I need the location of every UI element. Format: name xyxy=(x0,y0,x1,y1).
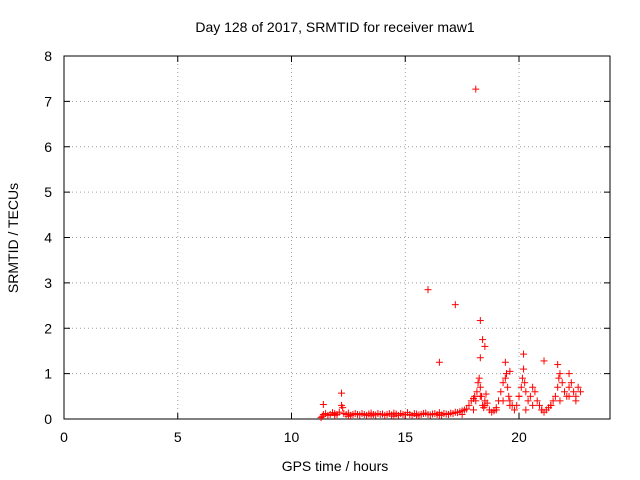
data-point xyxy=(463,405,471,413)
data-point xyxy=(476,383,484,391)
data-point xyxy=(499,379,507,387)
data-point xyxy=(533,397,541,405)
data-point xyxy=(518,374,526,382)
y-tick-label: 6 xyxy=(44,139,52,155)
data-point xyxy=(556,397,564,405)
data-point xyxy=(505,392,513,400)
data-point xyxy=(451,301,459,309)
y-tick-label: 1 xyxy=(44,366,52,382)
data-point xyxy=(474,379,482,387)
grid xyxy=(64,56,610,419)
data-points xyxy=(317,85,584,422)
data-point xyxy=(424,286,432,294)
data-point xyxy=(458,410,466,418)
data-point xyxy=(470,406,477,414)
data-point xyxy=(501,374,509,382)
y-tick-label: 3 xyxy=(44,275,52,291)
data-point xyxy=(319,400,327,408)
data-point xyxy=(338,389,346,397)
data-point xyxy=(335,408,343,416)
y-axis-label: SRMTID / TECUs xyxy=(5,183,21,293)
data-point xyxy=(558,379,566,387)
data-point xyxy=(524,397,532,405)
x-axis-label: GPS time / hours xyxy=(282,458,389,474)
data-point xyxy=(517,383,525,391)
data-point xyxy=(413,412,421,420)
y-tick-label: 5 xyxy=(44,184,52,200)
data-point xyxy=(522,406,530,414)
x-tick-label: 10 xyxy=(284,429,300,445)
tick-labels: 0 5 10 15 20 0 1 2 3 4 5 6 7 8 xyxy=(44,48,527,445)
data-point xyxy=(339,404,347,412)
data-point xyxy=(531,388,539,396)
data-point xyxy=(521,379,529,387)
data-point xyxy=(481,401,489,409)
data-point xyxy=(565,383,573,391)
y-tick-label: 7 xyxy=(44,93,52,109)
data-point xyxy=(506,367,514,375)
data-point xyxy=(522,388,530,396)
data-point xyxy=(567,379,575,387)
data-point xyxy=(561,388,568,396)
data-point xyxy=(479,336,487,344)
data-point xyxy=(570,388,578,396)
data-point xyxy=(515,392,523,400)
x-tick-label: 15 xyxy=(397,429,413,445)
data-point xyxy=(472,397,480,405)
data-point xyxy=(476,354,484,362)
data-point xyxy=(435,411,443,419)
data-point xyxy=(549,397,557,405)
data-point xyxy=(565,392,573,400)
data-point xyxy=(576,388,584,396)
data-point xyxy=(529,401,537,409)
chart-title: Day 128 of 2017, SRMTID for receiver maw… xyxy=(195,19,475,35)
data-point xyxy=(555,374,563,382)
data-point xyxy=(556,370,564,378)
data-point xyxy=(520,365,528,373)
data-point xyxy=(554,383,562,391)
data-point xyxy=(367,412,375,420)
x-tick-label: 5 xyxy=(174,429,182,445)
data-point xyxy=(529,383,537,391)
data-point xyxy=(506,401,514,409)
data-point xyxy=(331,411,339,419)
data-point xyxy=(501,358,509,366)
y-tick-label: 0 xyxy=(44,411,52,427)
data-point xyxy=(574,383,582,391)
data-point xyxy=(554,361,562,369)
data-point xyxy=(535,401,543,409)
data-point xyxy=(510,406,518,414)
data-point xyxy=(538,406,546,414)
data-point xyxy=(473,388,481,396)
y-tick-label: 8 xyxy=(44,48,52,64)
data-point xyxy=(472,85,480,93)
data-point xyxy=(482,390,490,398)
data-point xyxy=(499,397,507,405)
data-point xyxy=(497,388,505,396)
data-point xyxy=(476,317,484,325)
data-point xyxy=(344,412,352,420)
y-tick-label: 4 xyxy=(44,230,52,246)
data-point xyxy=(572,397,580,405)
data-point xyxy=(551,392,559,400)
data-point xyxy=(520,350,528,358)
data-point xyxy=(475,374,483,382)
data-point xyxy=(547,401,555,409)
data-point xyxy=(513,401,521,409)
data-point xyxy=(481,342,489,350)
data-point xyxy=(526,392,534,400)
data-point xyxy=(435,358,443,366)
y-tick-label: 2 xyxy=(44,320,52,336)
data-point xyxy=(504,383,512,391)
data-point xyxy=(465,401,473,409)
data-point xyxy=(390,412,398,420)
data-point xyxy=(565,370,573,378)
data-point xyxy=(492,406,500,414)
data-point xyxy=(540,357,548,365)
x-tick-label: 0 xyxy=(60,429,68,445)
x-tick-label: 20 xyxy=(511,429,527,445)
data-point xyxy=(476,392,484,400)
